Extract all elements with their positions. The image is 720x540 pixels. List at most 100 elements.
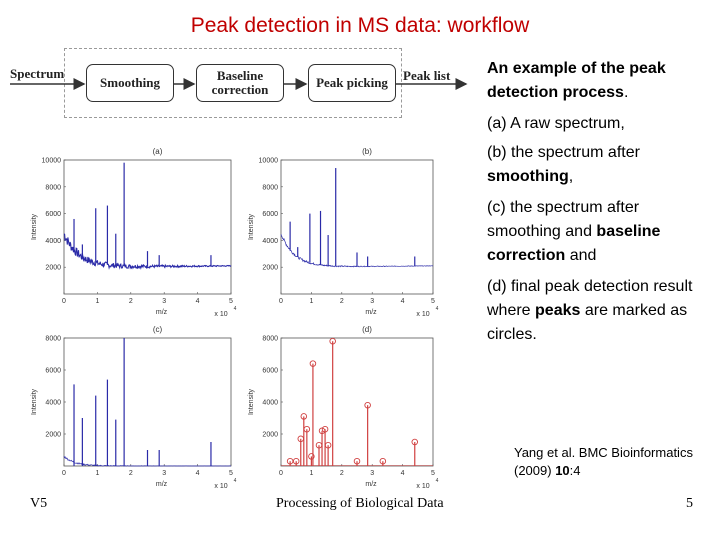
description-c-pre: (c) the spectrum after smoothing and xyxy=(487,199,640,240)
x-tick-label: 4 xyxy=(196,470,200,477)
footer-left: V5 xyxy=(30,496,48,511)
y-tick-label: 8000 xyxy=(262,336,278,343)
x-exponent-power: 4 xyxy=(436,306,439,312)
panel-label: (d) xyxy=(362,325,372,334)
panel-label: (c) xyxy=(153,325,163,334)
footer-right: 5 xyxy=(686,496,693,511)
description-c-end: and xyxy=(569,247,597,264)
y-tick-label: 8000 xyxy=(262,184,278,191)
x-tick-label: 0 xyxy=(62,298,66,305)
peak-circle xyxy=(353,457,361,465)
x-tick-label: 0 xyxy=(279,298,283,305)
x-tick-label: 1 xyxy=(309,470,313,477)
peak-circle xyxy=(364,401,371,409)
x-tick-label: 1 xyxy=(95,470,99,477)
workflow-step-peak-picking: Peak picking xyxy=(308,64,396,102)
description-intro: An example of the peak detection process… xyxy=(487,57,712,105)
y-tick-label: 8000 xyxy=(45,336,61,343)
x-tick-label: 5 xyxy=(229,298,233,305)
description-c-bold: baseline correction xyxy=(487,223,661,264)
x-tick-label: 4 xyxy=(401,298,405,305)
description-intro-bold: An example of the peak detection process xyxy=(487,60,666,101)
description-b-end: , xyxy=(568,168,574,185)
plot-frame-2 xyxy=(63,337,232,467)
y-tick-label: 4000 xyxy=(262,238,278,245)
peak-circle xyxy=(286,457,294,465)
citation-volume: 10 xyxy=(555,463,570,478)
peak-circle xyxy=(300,413,308,420)
x-tick-label: 3 xyxy=(162,470,166,477)
y-axis-label: Intensity xyxy=(31,388,38,415)
y-tick-label: 10000 xyxy=(259,158,279,165)
x-exponent-power: 4 xyxy=(436,478,439,484)
x-tick-label: 5 xyxy=(229,470,233,477)
description-b-bold: smoothing xyxy=(487,168,569,185)
x-axis-label: m/z xyxy=(365,481,377,488)
x-tick-label: 5 xyxy=(431,298,435,305)
panel-label: (a) xyxy=(153,147,163,156)
y-axis-label: Intensity xyxy=(248,213,255,240)
y-tick-label: 6000 xyxy=(45,211,61,218)
workflow-output-label: Peak list xyxy=(403,68,451,83)
x-exponent-label: x 10 xyxy=(214,483,227,490)
x-exponent-label: x 10 xyxy=(416,311,429,318)
x-tick-label: 2 xyxy=(129,298,133,305)
citation: Yang et al. BMC Bioinformatics (2009) 10… xyxy=(514,444,720,480)
x-axis-label: m/z xyxy=(156,481,168,488)
x-tick-label: 4 xyxy=(401,470,405,477)
y-axis-label: Intensity xyxy=(248,388,255,415)
x-tick-label: 4 xyxy=(196,298,200,305)
x-tick-label: 2 xyxy=(129,470,133,477)
y-tick-label: 2000 xyxy=(45,432,61,439)
description-a: (a) A raw spectrum, xyxy=(487,115,625,132)
x-tick-label: 3 xyxy=(370,298,374,305)
x-tick-label: 0 xyxy=(279,470,283,477)
y-tick-label: 6000 xyxy=(262,211,278,218)
x-tick-label: 2 xyxy=(340,470,344,477)
x-axis-label: m/z xyxy=(156,309,168,316)
y-tick-label: 2000 xyxy=(45,265,61,272)
workflow-step-smoothing: Smoothing xyxy=(86,64,174,102)
x-tick-label: 3 xyxy=(370,470,374,477)
x-exponent-label: x 10 xyxy=(214,311,227,318)
description-d-bold: peaks xyxy=(535,302,581,319)
workflow-input-label: Spectrum xyxy=(10,66,65,81)
peak-circle xyxy=(292,457,300,465)
spectrum-trace-0 xyxy=(63,233,232,270)
description-c: (c) the spectrum after smoothing and bas… xyxy=(487,196,712,268)
y-tick-label: 10000 xyxy=(42,158,62,165)
peak-circle xyxy=(329,337,336,345)
y-tick-label: 2000 xyxy=(262,265,278,272)
footer-center: Processing of Biological Data xyxy=(276,496,444,511)
peak-circle xyxy=(309,360,317,367)
y-tick-label: 8000 xyxy=(45,184,61,191)
slide-title: Peak detection in MS data: workflow xyxy=(190,14,530,37)
description-intro-end: . xyxy=(623,84,629,101)
x-exponent-power: 4 xyxy=(234,478,237,484)
peak-circle xyxy=(321,425,329,433)
x-tick-label: 1 xyxy=(309,298,313,305)
x-tick-label: 3 xyxy=(162,298,166,305)
peak-circle xyxy=(411,438,419,446)
x-tick-label: 0 xyxy=(62,470,66,477)
description-d-end: are marked as circles. xyxy=(487,302,688,343)
y-tick-label: 6000 xyxy=(262,368,278,375)
peak-circle xyxy=(318,427,326,435)
workflow-frame xyxy=(64,48,402,118)
description-d-pre: (d) final peak detection result where xyxy=(487,278,693,319)
y-tick-label: 4000 xyxy=(45,238,61,245)
plot-frame-0 xyxy=(63,159,232,295)
plot-frame-1 xyxy=(280,159,434,295)
description-b: (b) the spectrum after smoothing, xyxy=(487,141,712,189)
x-axis-label: m/z xyxy=(365,309,377,316)
peak-circle xyxy=(308,453,315,460)
y-tick-label: 4000 xyxy=(45,400,61,407)
peak-circle xyxy=(303,425,311,433)
y-tick-label: 2000 xyxy=(262,432,278,439)
citation-page: :4 xyxy=(569,463,581,478)
x-tick-label: 5 xyxy=(431,470,435,477)
peak-circle xyxy=(315,441,323,449)
peak-circle xyxy=(297,435,305,443)
y-tick-label: 4000 xyxy=(262,400,278,407)
